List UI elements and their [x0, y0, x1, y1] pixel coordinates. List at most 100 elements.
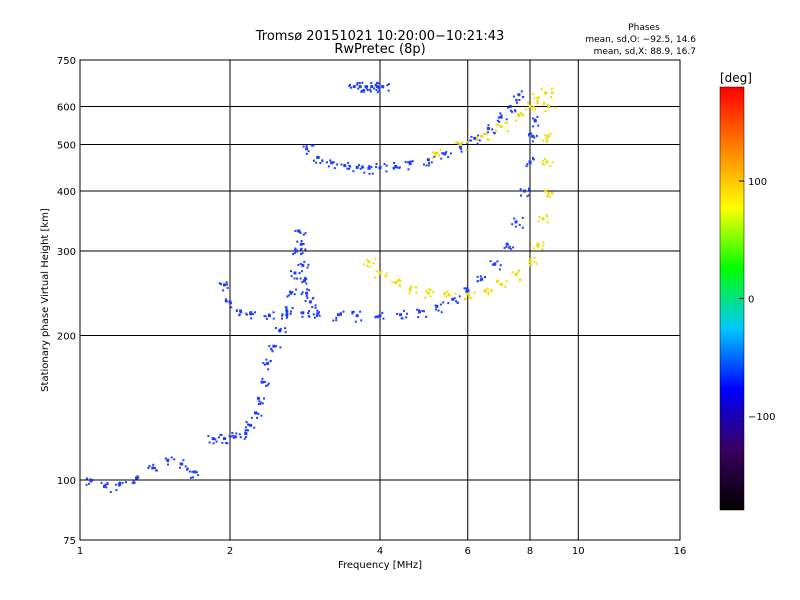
echo-point-o	[245, 435, 248, 438]
echo-point-x	[536, 245, 539, 248]
data-point-o	[305, 147, 309, 151]
echo-point-o	[240, 311, 243, 314]
echo-point-x	[537, 100, 540, 103]
echo-point-o	[301, 281, 304, 284]
echo-point-o	[469, 139, 472, 142]
echo-point-x	[541, 163, 544, 165]
echo-point-o	[460, 150, 463, 153]
echo-point-o	[514, 110, 517, 113]
echo-point-o	[109, 491, 112, 494]
echo-point-o	[308, 289, 311, 292]
data-point-o	[266, 361, 270, 365]
echo-point-o	[298, 272, 301, 275]
echo-point-o	[537, 124, 540, 127]
echo-point-o	[133, 481, 136, 484]
echo-point-x	[537, 220, 540, 223]
echo-point-o	[378, 89, 381, 92]
data-point-o	[211, 437, 215, 441]
data-point-o	[523, 189, 526, 193]
echo-point-o	[258, 400, 261, 403]
phases-line-o: mean, sd,O: −92.5, 14.6	[585, 35, 696, 45]
echo-point-o	[447, 156, 450, 159]
echo-point-x	[409, 289, 412, 292]
echo-point-x	[535, 262, 538, 265]
echo-point-o	[305, 152, 308, 155]
echo-point-o	[268, 345, 271, 348]
echo-point-o	[418, 309, 421, 312]
echo-point-x	[547, 193, 550, 196]
echo-point-o	[263, 397, 265, 400]
echo-point-o	[526, 195, 529, 198]
data-point-o	[316, 155, 320, 159]
echo-point-o	[235, 432, 238, 435]
echo-point-o	[302, 145, 305, 148]
echo-point-x	[532, 105, 535, 108]
echo-point-o	[521, 216, 524, 219]
colorbar-ticks: 100 0 −100	[739, 177, 775, 423]
echo-point-x	[425, 290, 428, 292]
echo-point-x	[541, 244, 544, 247]
echo-point-o	[304, 300, 307, 302]
echo-point-x	[433, 152, 436, 155]
echo-point-o	[307, 263, 310, 266]
y-tick-label: 200	[57, 332, 76, 343]
echo-point-o	[253, 426, 256, 429]
echo-point-o	[287, 294, 290, 297]
echo-point-o	[379, 165, 382, 168]
echo-point-x	[531, 108, 534, 111]
echo-point-o	[254, 311, 256, 314]
echo-point-o	[319, 162, 322, 165]
echo-point-o	[491, 263, 494, 266]
echo-point-o	[526, 163, 529, 166]
echo-point-x	[464, 298, 467, 301]
echo-point-o	[221, 441, 224, 444]
echo-point-o	[245, 421, 248, 423]
echo-point-x	[366, 264, 369, 267]
echo-point-o	[246, 423, 249, 426]
echo-point-x	[446, 290, 449, 293]
echo-point-o	[403, 309, 406, 312]
echo-point-x	[527, 101, 530, 104]
echo-point-o	[257, 412, 260, 415]
x-tick-label: 1	[77, 546, 83, 557]
echo-point-x	[399, 280, 402, 283]
data-point-x	[528, 260, 532, 264]
echo-point-o	[88, 482, 90, 485]
echo-point-o	[225, 298, 227, 301]
data-point-o	[435, 304, 439, 308]
echo-point-x	[497, 123, 500, 126]
echo-point-o	[428, 161, 430, 164]
echo-point-o	[358, 164, 360, 167]
echo-point-x	[398, 284, 401, 287]
echo-point-o	[386, 84, 389, 87]
y-tick-label: 100	[57, 476, 76, 487]
echo-point-o	[496, 119, 499, 122]
data-point-o	[268, 314, 271, 318]
echo-point-o	[285, 306, 288, 309]
data-point-o	[299, 242, 303, 246]
echo-point-o	[238, 313, 241, 316]
echo-point-o	[362, 89, 365, 92]
echo-point-o	[531, 140, 534, 143]
echo-point-o	[434, 308, 437, 311]
echo-point-o	[195, 471, 198, 474]
echo-point-o	[226, 283, 229, 286]
echo-point-o	[409, 160, 412, 163]
echo-point-x	[485, 133, 488, 136]
echo-point-o	[352, 310, 355, 313]
echo-point-x	[429, 295, 432, 298]
echo-point-o	[85, 477, 88, 480]
echo-point-o	[222, 289, 225, 292]
echo-point-x	[428, 288, 431, 291]
echo-point-o	[299, 231, 302, 234]
echo-point-o	[312, 313, 315, 316]
chart-title: Tromsø 20151021 10:20:00−10:21:43	[255, 29, 505, 44]
echo-point-o	[250, 317, 253, 320]
echo-point-o	[154, 466, 156, 469]
echo-point-o	[515, 98, 518, 101]
y-axis-label: Stationary phase Virtual Height [km]	[40, 208, 51, 392]
echo-point-o	[528, 188, 530, 191]
echo-point-o	[250, 416, 253, 419]
data-point-o	[528, 160, 532, 164]
echo-point-o	[347, 161, 350, 164]
